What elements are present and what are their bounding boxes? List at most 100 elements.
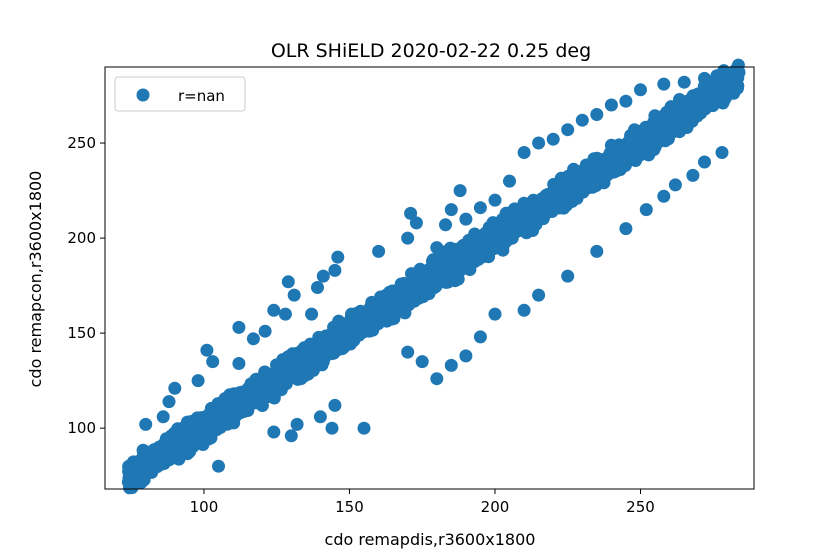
data-point — [430, 372, 444, 386]
data-point — [686, 168, 700, 182]
data-point — [680, 108, 694, 122]
data-point — [409, 216, 423, 230]
x-tick-label: 100 — [190, 498, 219, 516]
data-point — [434, 263, 448, 277]
plot-frame — [104, 66, 755, 490]
x-tick-label: 250 — [626, 498, 655, 516]
data-point — [480, 235, 494, 249]
data-point — [298, 343, 312, 357]
data-point — [287, 288, 301, 302]
data-point — [261, 389, 275, 403]
data-point — [713, 82, 727, 96]
data-point — [532, 288, 546, 302]
data-point — [668, 104, 682, 118]
legend: r=nan — [114, 76, 246, 112]
data-points — [121, 58, 746, 495]
data-point — [618, 159, 632, 172]
data-point — [624, 133, 637, 147]
data-point — [267, 303, 281, 317]
data-point — [570, 179, 584, 193]
data-point — [690, 92, 704, 106]
data-point — [212, 459, 225, 473]
data-point — [503, 174, 516, 188]
x-axis-ticks: 100 150 200 250 — [190, 489, 655, 516]
data-point — [605, 155, 618, 169]
data-point — [657, 189, 671, 203]
data-point — [156, 449, 170, 463]
data-point — [168, 426, 181, 440]
data-point — [209, 414, 223, 428]
data-point — [546, 132, 560, 146]
data-point — [698, 71, 711, 85]
data-point — [305, 307, 319, 321]
data-point — [561, 269, 575, 283]
data-point — [180, 424, 194, 438]
data-point — [281, 275, 295, 289]
data-point — [172, 443, 186, 457]
data-point — [401, 231, 415, 245]
data-point — [294, 361, 308, 375]
data-point — [139, 417, 153, 431]
data-point — [648, 140, 662, 154]
data-point — [538, 189, 552, 203]
data-point — [715, 146, 729, 159]
data-point — [426, 253, 440, 267]
data-point — [604, 98, 618, 112]
data-point — [430, 241, 444, 255]
data-point — [550, 196, 564, 210]
data-point — [168, 381, 182, 395]
legend-label: r=nan — [178, 87, 225, 105]
data-point — [439, 218, 452, 232]
data-point — [404, 206, 418, 220]
data-point — [463, 235, 476, 249]
data-point — [668, 178, 682, 192]
data-point — [232, 357, 246, 370]
y-axis-ticks: 100 150 200 250 — [67, 134, 105, 437]
data-point — [401, 345, 415, 359]
data-point — [690, 103, 704, 117]
data-point — [261, 373, 274, 387]
data-point — [459, 349, 473, 363]
data-point — [648, 109, 662, 123]
data-point — [284, 429, 298, 443]
data-point — [488, 307, 502, 321]
data-point — [473, 201, 487, 215]
data-point — [517, 303, 531, 317]
y-axis-label: cdo remapcon,r3600x1800 — [26, 171, 45, 388]
data-point — [362, 311, 376, 325]
data-point — [191, 374, 205, 388]
data-point — [150, 460, 164, 474]
data-point — [246, 332, 260, 346]
data-point — [315, 337, 329, 350]
x-tick-label: 200 — [481, 498, 510, 516]
data-point — [362, 321, 376, 335]
data-point — [615, 143, 629, 157]
legend-box — [114, 76, 246, 112]
y-tick-label: 200 — [67, 229, 96, 247]
data-point — [331, 250, 345, 264]
data-point — [372, 244, 386, 258]
data-point — [514, 206, 528, 220]
data-point — [290, 417, 304, 431]
data-point — [657, 77, 671, 91]
data-point — [590, 108, 604, 121]
data-point — [583, 175, 597, 188]
data-point — [458, 254, 472, 268]
chart-title: OLR SHiELD 2020-02-22 0.25 deg — [271, 40, 591, 62]
data-point — [517, 146, 531, 159]
data-point — [561, 123, 575, 137]
data-point — [619, 94, 633, 108]
data-point — [731, 58, 745, 72]
data-point — [532, 136, 546, 150]
data-point — [313, 410, 327, 424]
data-point — [325, 421, 339, 435]
data-point — [473, 330, 487, 344]
data-point — [444, 358, 458, 372]
data-point — [481, 225, 495, 239]
data-point — [328, 398, 342, 412]
data-point — [423, 277, 437, 291]
data-point — [524, 201, 538, 215]
data-point — [727, 73, 741, 87]
data-point — [650, 124, 664, 137]
x-tick-label: 150 — [335, 498, 364, 516]
